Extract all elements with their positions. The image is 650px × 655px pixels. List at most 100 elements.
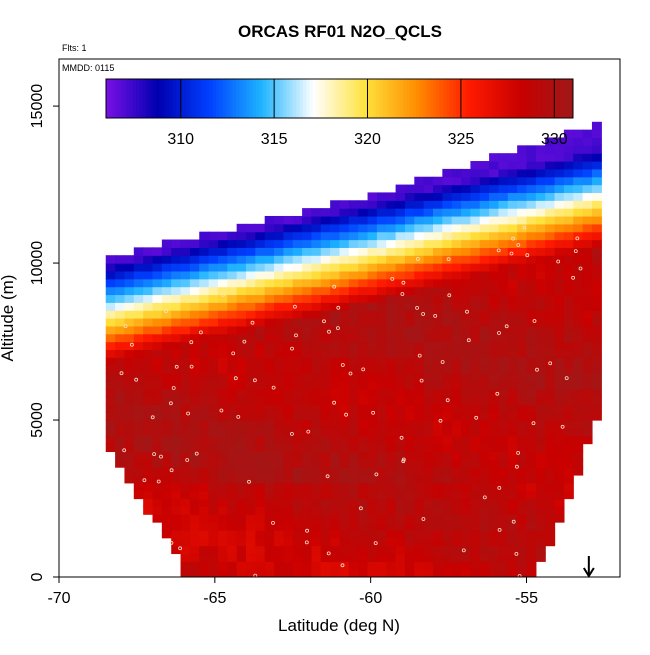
heatmap-cell bbox=[591, 372, 602, 382]
heatmap-cell bbox=[535, 404, 546, 413]
heatmap-cell bbox=[161, 443, 172, 453]
heatmap-cell bbox=[535, 412, 546, 421]
heatmap-cell bbox=[563, 333, 574, 343]
sample-point bbox=[517, 574, 522, 577]
heatmap-cell bbox=[255, 372, 266, 382]
heatmap-cell bbox=[283, 553, 294, 562]
heatmap-cell bbox=[451, 506, 462, 515]
heatmap-cell bbox=[404, 247, 415, 256]
heatmap-cell bbox=[423, 325, 434, 335]
heatmap-cell bbox=[320, 263, 331, 272]
heatmap-cell bbox=[367, 239, 378, 248]
heatmap-cell bbox=[479, 522, 490, 531]
heatmap-cell bbox=[433, 247, 443, 256]
sample-point bbox=[514, 552, 519, 556]
heatmap-cell bbox=[451, 349, 462, 358]
heatmap-cell bbox=[423, 412, 434, 421]
heatmap-cell bbox=[217, 490, 228, 500]
heatmap-cell bbox=[582, 435, 593, 445]
heatmap-cell bbox=[246, 561, 256, 570]
colorbar-segment bbox=[369, 79, 374, 118]
heatmap-cell bbox=[339, 200, 350, 209]
heatmap-cell bbox=[236, 467, 247, 476]
heatmap-cell bbox=[554, 474, 565, 484]
heatmap-cell bbox=[507, 490, 518, 500]
sample-point bbox=[371, 410, 376, 415]
heatmap-cell bbox=[302, 412, 313, 421]
heatmap-cell bbox=[283, 529, 294, 539]
heatmap-cell bbox=[133, 310, 144, 319]
heatmap-cell bbox=[535, 263, 546, 272]
heatmap-cell bbox=[461, 451, 471, 460]
heatmap-cell bbox=[414, 522, 425, 531]
heatmap-cell bbox=[367, 553, 378, 562]
heatmap-cell bbox=[161, 365, 172, 374]
heatmap-cell bbox=[414, 349, 425, 358]
heatmap-cell bbox=[311, 569, 322, 577]
heatmap-cell bbox=[171, 365, 182, 374]
heatmap-cell bbox=[526, 325, 537, 335]
heatmap-cell bbox=[246, 553, 256, 562]
colorbar-segment bbox=[206, 79, 210, 118]
colorbar-segment bbox=[179, 79, 184, 118]
heatmap-cell bbox=[442, 215, 453, 225]
heatmap-cell bbox=[507, 208, 518, 217]
heatmap-cell bbox=[563, 270, 574, 280]
heatmap-cell bbox=[152, 498, 163, 507]
heatmap-cell bbox=[339, 239, 350, 248]
heatmap-cell bbox=[451, 318, 462, 327]
heatmap-cell bbox=[461, 231, 471, 241]
heatmap-cell bbox=[358, 467, 369, 476]
heatmap-cell bbox=[395, 388, 406, 398]
heatmap-cell bbox=[545, 482, 556, 492]
heatmap-cell bbox=[433, 506, 443, 515]
heatmap-cell bbox=[161, 467, 172, 476]
heatmap-cell bbox=[535, 435, 546, 445]
heatmap-cell bbox=[563, 153, 574, 162]
heatmap-cell bbox=[517, 435, 528, 445]
sample-point bbox=[390, 276, 395, 281]
heatmap-cell bbox=[386, 357, 397, 366]
heatmap-cell bbox=[311, 506, 322, 515]
heatmap-cell bbox=[395, 435, 406, 445]
heatmap-cell bbox=[526, 302, 537, 311]
heatmap-cell bbox=[470, 192, 481, 201]
heatmap-cell bbox=[133, 333, 144, 343]
heatmap-cell bbox=[105, 396, 116, 405]
heatmap-cell bbox=[470, 435, 481, 445]
heatmap-cell bbox=[563, 168, 574, 178]
heatmap-cell bbox=[283, 263, 294, 272]
heatmap-cell bbox=[554, 467, 565, 476]
heatmap-cell bbox=[152, 294, 163, 303]
heatmap-cell bbox=[330, 325, 341, 335]
heatmap-cell bbox=[348, 451, 359, 460]
sample-point bbox=[560, 424, 565, 429]
heatmap-cell bbox=[404, 286, 415, 296]
heatmap-cell bbox=[180, 482, 191, 492]
heatmap-cell bbox=[573, 286, 584, 296]
heatmap-cell bbox=[133, 396, 144, 405]
sample-point bbox=[292, 304, 297, 309]
heatmap-cell bbox=[507, 514, 518, 523]
heatmap-cell bbox=[442, 223, 453, 233]
heatmap-cell bbox=[217, 545, 228, 555]
heatmap-cell bbox=[423, 474, 434, 484]
heatmap-cell bbox=[386, 302, 397, 311]
heatmap-cell bbox=[461, 545, 471, 555]
heatmap-cell bbox=[517, 168, 528, 178]
heatmap-cell bbox=[199, 278, 210, 288]
heatmap-cell bbox=[423, 200, 434, 209]
heatmap-cell bbox=[526, 522, 537, 531]
sample-point bbox=[433, 313, 438, 318]
heatmap-cell bbox=[330, 302, 341, 311]
heatmap-cell bbox=[386, 498, 397, 507]
heatmap-cell bbox=[554, 396, 565, 405]
heatmap-cell bbox=[376, 451, 387, 460]
heatmap-cell bbox=[161, 270, 172, 280]
heatmap-cell bbox=[423, 569, 434, 577]
heatmap-cell bbox=[545, 223, 556, 233]
heatmap-cell bbox=[330, 561, 341, 570]
heatmap-cell bbox=[208, 365, 219, 374]
heatmap-cell bbox=[395, 349, 406, 358]
heatmap-cell bbox=[292, 498, 303, 507]
